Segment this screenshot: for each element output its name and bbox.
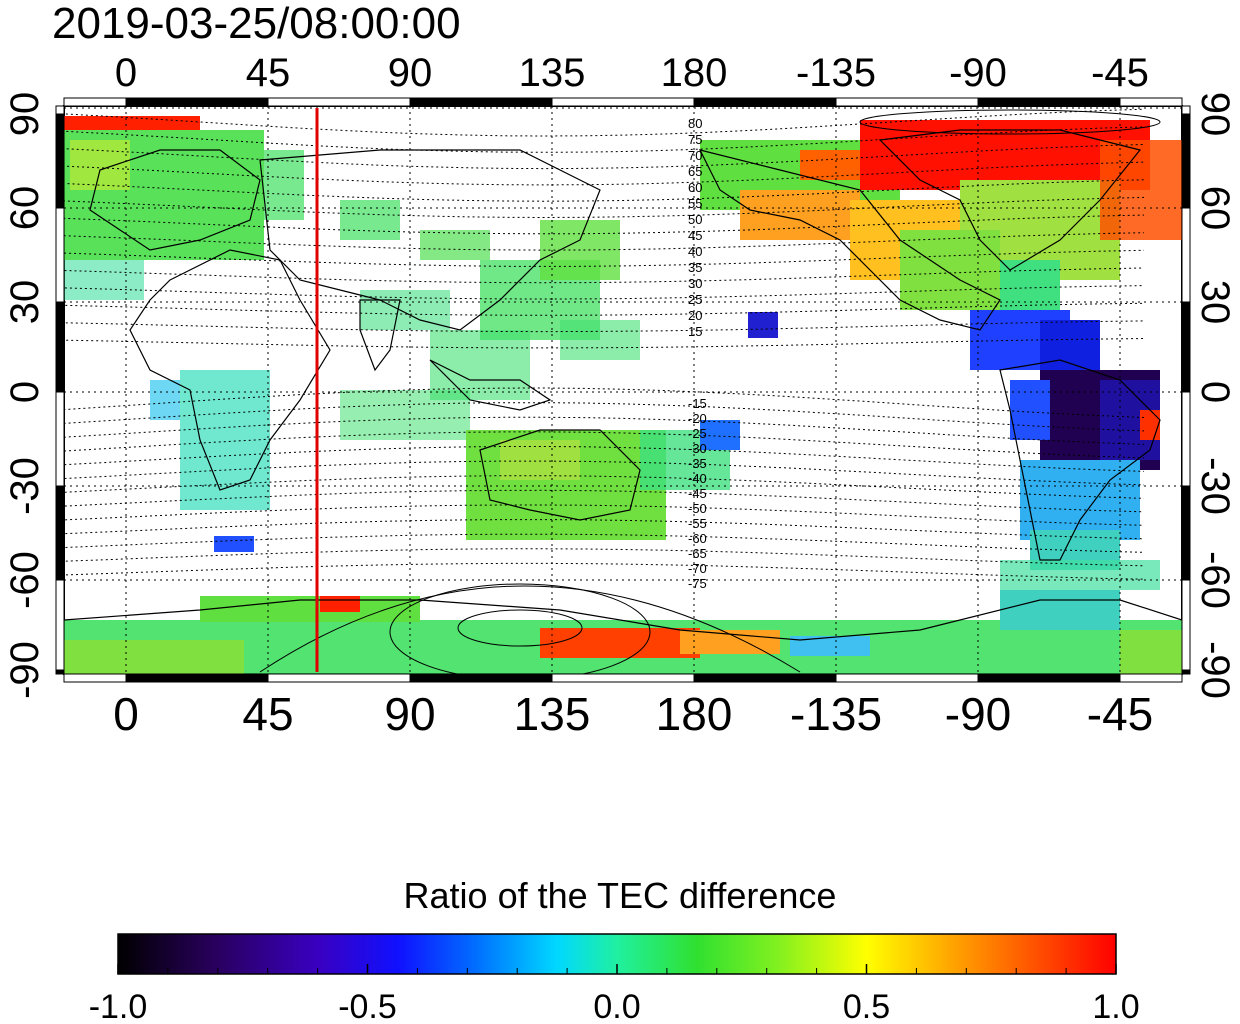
contour-label-south: -30 xyxy=(688,441,707,456)
colorbar-tick-label: -0.5 xyxy=(338,988,397,1024)
contour-label-north: 80 xyxy=(688,116,702,131)
frame-tick-bars xyxy=(55,97,1191,683)
lon-tick-label-top: 90 xyxy=(388,51,433,95)
lat-tick-label-right: 90 xyxy=(1193,92,1237,137)
contour-label-north: 50 xyxy=(688,212,702,227)
contour-label-north: 65 xyxy=(688,164,702,179)
contour-label-south: -45 xyxy=(688,486,707,501)
lat-tick-label-left: -30 xyxy=(3,457,47,515)
contour-label-north: 45 xyxy=(688,228,702,243)
contour-label-south: -65 xyxy=(688,546,707,561)
lat-tick-label-right: 60 xyxy=(1193,186,1237,231)
contour-label-south: -75 xyxy=(688,576,707,591)
lat-tick-label-right: -30 xyxy=(1193,457,1237,515)
lon-tick-label-bottom: 0 xyxy=(113,688,139,740)
contour-label-south: -35 xyxy=(688,456,707,471)
contour-label-north: 15 xyxy=(688,324,702,339)
lon-tick-label-bottom: 90 xyxy=(384,688,435,740)
contour-label-south: -20 xyxy=(688,411,707,426)
lat-tick-label-left: 30 xyxy=(3,280,47,325)
contour-label-south: -15 xyxy=(688,396,707,411)
lat-tick-label-right: 30 xyxy=(1193,280,1237,325)
lat-tick-label-right: -90 xyxy=(1193,641,1237,699)
lon-tick-label-top: 45 xyxy=(246,51,291,95)
lat-tick-label-left: 90 xyxy=(3,92,47,137)
lat-tick-label-left: -60 xyxy=(3,551,47,609)
contour-label-south: -40 xyxy=(688,471,707,486)
contour-label-north: 35 xyxy=(688,260,702,275)
contour-label-north: 30 xyxy=(688,276,702,291)
lon-tick-label-top: 0 xyxy=(115,51,137,95)
lon-tick-label-top: 135 xyxy=(519,51,586,95)
lon-tick-label-bottom: -90 xyxy=(945,688,1011,740)
lon-tick-label-bottom: -135 xyxy=(790,688,882,740)
lon-tick-label-top: -45 xyxy=(1091,51,1149,95)
axis-labels: 0045459090135135180180-135-135-90-90-45-… xyxy=(3,51,1237,740)
lon-tick-label-top: -135 xyxy=(796,51,876,95)
contour-label-south: -60 xyxy=(688,531,707,546)
contour-label-north: 60 xyxy=(688,180,702,195)
colorbar-title: Ratio of the TEC difference xyxy=(403,875,837,916)
lon-tick-label-top: 180 xyxy=(661,51,728,95)
lon-tick-label-top: -90 xyxy=(949,51,1007,95)
map-title: 2019-03-25/08:00:00 xyxy=(52,0,461,48)
coastlines xyxy=(64,129,1182,641)
map-grid xyxy=(64,106,1182,674)
contour-label-north: 25 xyxy=(688,292,702,307)
lon-tick-label-bottom: 45 xyxy=(242,688,293,740)
colorbar-tick-label: 0.5 xyxy=(843,988,890,1024)
contour-label-south: -70 xyxy=(688,561,707,576)
contour-label-south: -25 xyxy=(688,426,707,441)
colorbar-ticks: -1.0 -0.5 0.0 0.5 1.0 xyxy=(89,964,1140,1024)
lat-tick-label-right: -60 xyxy=(1193,551,1237,609)
lat-tick-label-left: -90 xyxy=(3,641,47,699)
colorbar-tick-label: 1.0 xyxy=(1092,988,1139,1024)
contour-label-north: 70 xyxy=(688,148,702,163)
lat-tick-label-left: 60 xyxy=(3,186,47,231)
contour-label-south: -55 xyxy=(688,516,707,531)
lat-tick-label-left: 0 xyxy=(3,381,47,403)
lon-tick-label-bottom: -45 xyxy=(1087,688,1153,740)
colorbar-tick-label: 0.0 xyxy=(593,988,640,1024)
contour-label-north: 40 xyxy=(688,244,702,259)
lon-tick-label-bottom: 135 xyxy=(514,688,591,740)
contour-label-south: -50 xyxy=(688,501,707,516)
contour-label-north: 75 xyxy=(688,132,702,147)
lon-tick-label-bottom: 180 xyxy=(656,688,733,740)
lat-tick-label-right: 0 xyxy=(1193,381,1237,403)
contour-label-north: 20 xyxy=(688,308,702,323)
contour-label-north: 55 xyxy=(688,196,702,211)
colorbar-tick-label: -1.0 xyxy=(89,988,148,1024)
